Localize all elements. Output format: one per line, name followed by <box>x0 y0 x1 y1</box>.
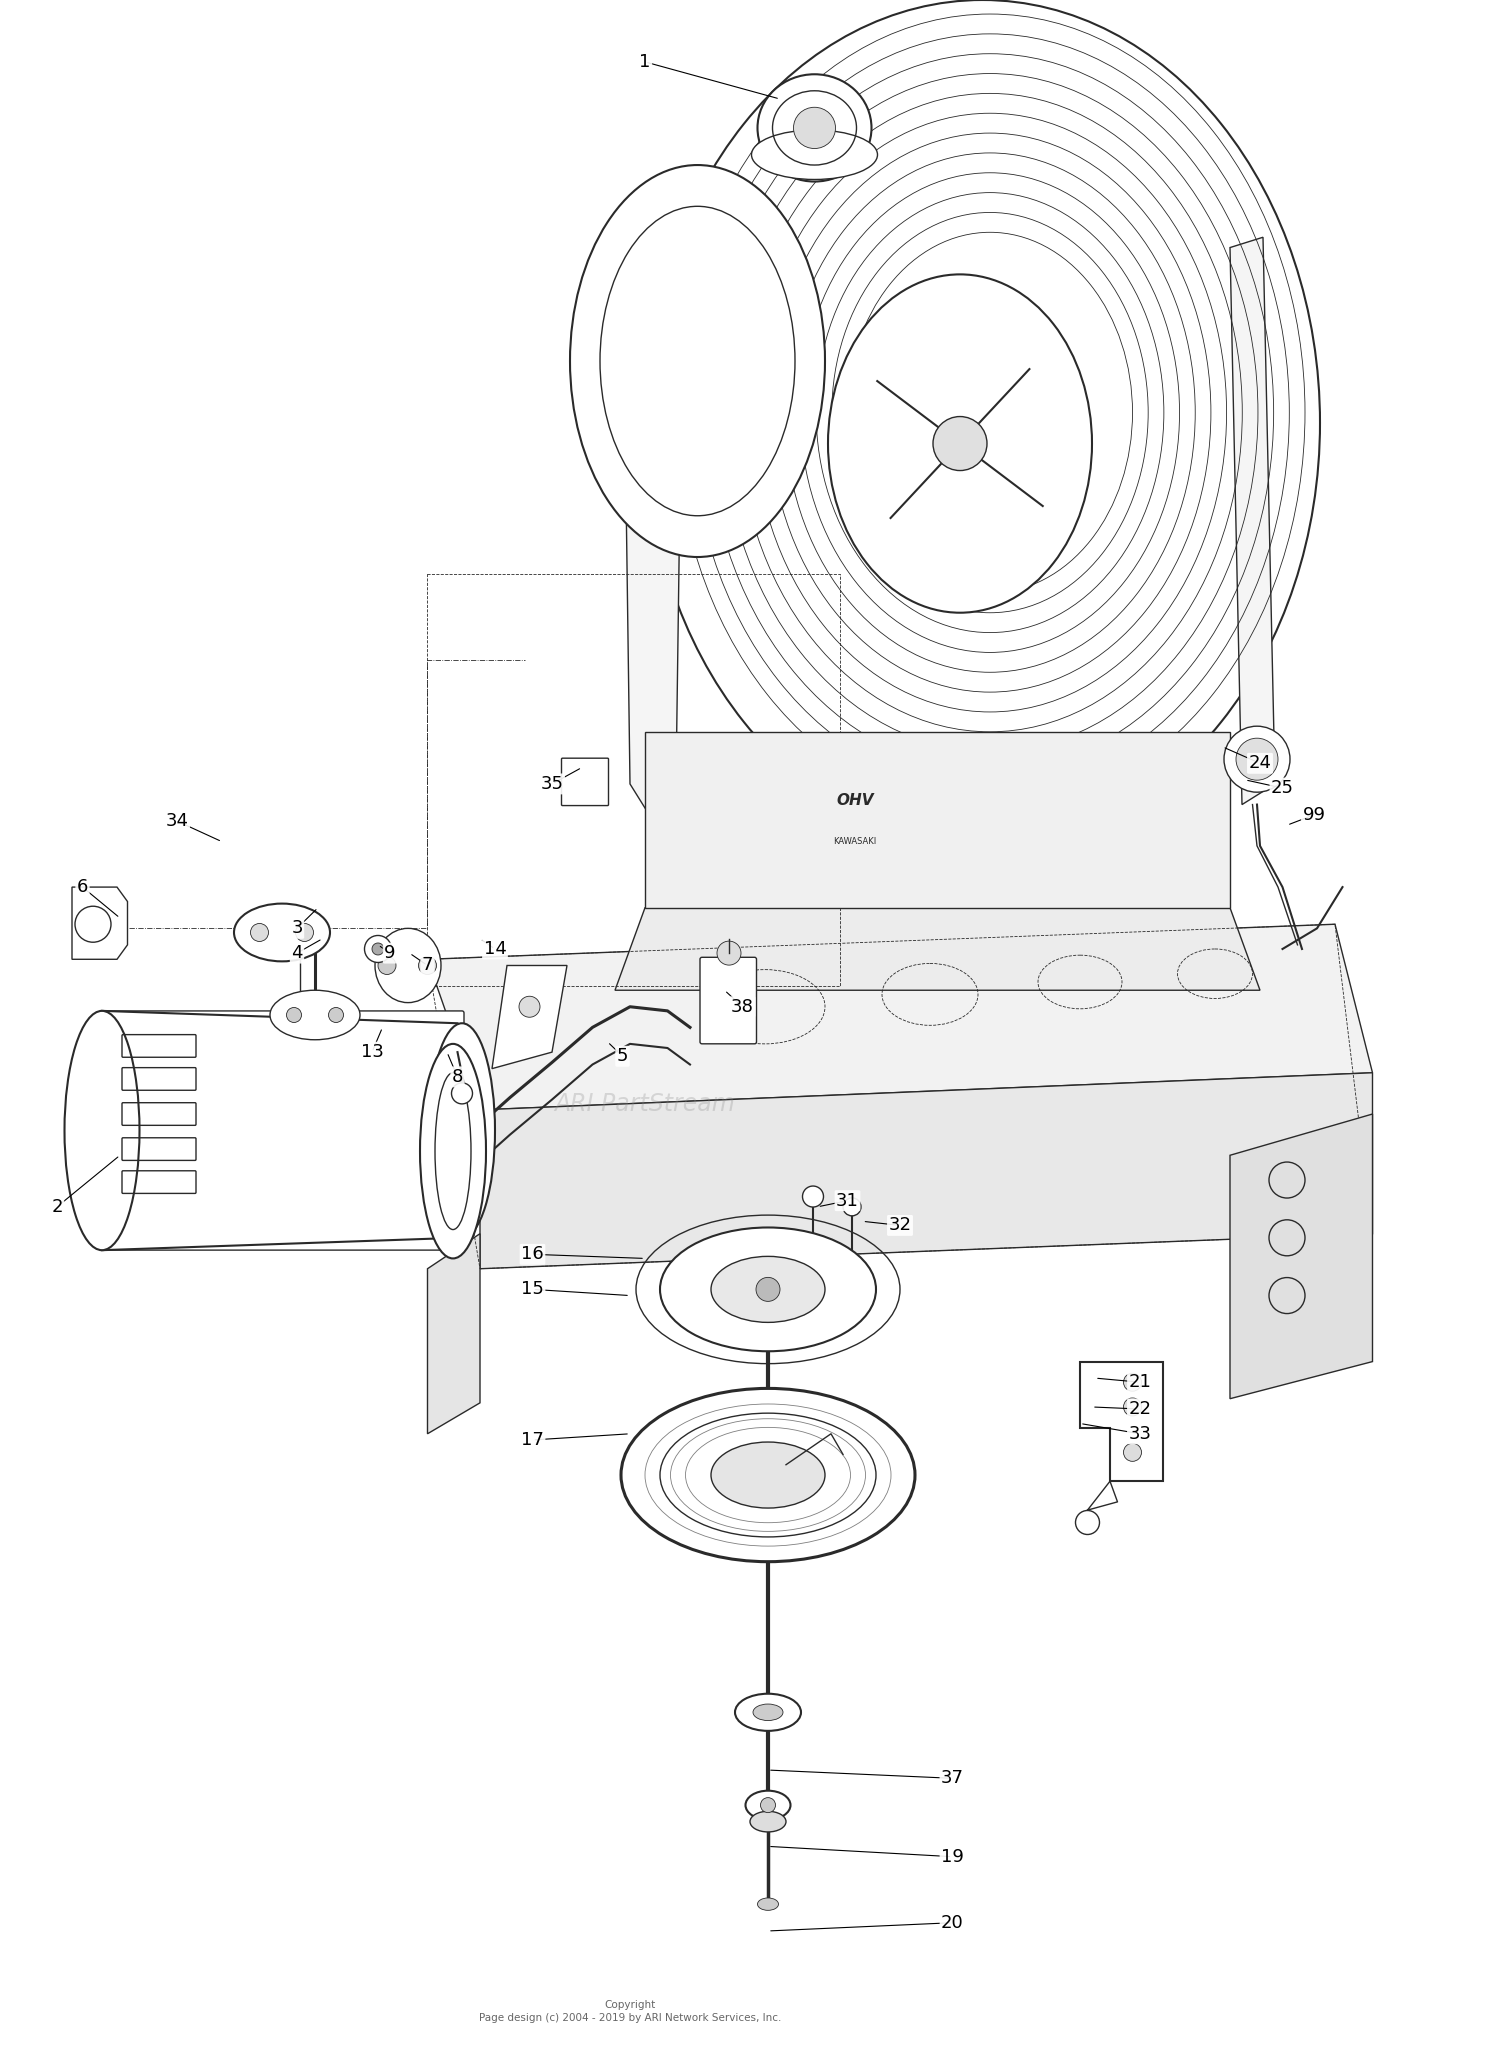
Text: ARI PartStream: ARI PartStream <box>555 1091 735 1116</box>
Text: OHV: OHV <box>836 792 873 809</box>
Ellipse shape <box>660 1227 876 1351</box>
Text: 33: 33 <box>1128 1426 1152 1442</box>
Ellipse shape <box>270 990 360 1040</box>
Circle shape <box>364 935 392 963</box>
Ellipse shape <box>753 1704 783 1721</box>
Polygon shape <box>1080 1362 1162 1481</box>
Text: 1: 1 <box>639 54 651 70</box>
Text: 19: 19 <box>940 1848 964 1865</box>
Ellipse shape <box>752 130 878 179</box>
Text: 25: 25 <box>1270 780 1294 796</box>
Circle shape <box>251 924 268 941</box>
Circle shape <box>286 1007 302 1023</box>
Text: 2: 2 <box>51 1199 63 1215</box>
Text: 35: 35 <box>540 776 564 792</box>
Circle shape <box>328 1007 344 1023</box>
Circle shape <box>933 417 987 470</box>
Text: 34: 34 <box>165 813 189 829</box>
Polygon shape <box>492 965 567 1069</box>
Ellipse shape <box>234 904 330 961</box>
Polygon shape <box>615 908 1260 990</box>
Text: 20: 20 <box>940 1914 964 1931</box>
Text: 38: 38 <box>730 998 754 1015</box>
Circle shape <box>1124 1399 1142 1415</box>
Polygon shape <box>645 732 1230 908</box>
Ellipse shape <box>758 1898 778 1910</box>
Circle shape <box>1236 739 1278 780</box>
Text: 7: 7 <box>422 957 434 974</box>
Circle shape <box>519 996 540 1017</box>
Text: 4: 4 <box>291 945 303 961</box>
Polygon shape <box>480 1073 1372 1269</box>
Polygon shape <box>427 924 1373 1110</box>
Text: Copyright
Page design (c) 2004 - 2019 by ARI Network Services, Inc.: Copyright Page design (c) 2004 - 2019 by… <box>478 1999 782 2024</box>
Ellipse shape <box>711 1442 825 1508</box>
Circle shape <box>756 1277 780 1302</box>
Ellipse shape <box>375 928 441 1003</box>
Text: 3: 3 <box>291 920 303 937</box>
Text: 99: 99 <box>1302 807 1326 823</box>
Ellipse shape <box>750 1811 786 1832</box>
Text: 32: 32 <box>888 1217 912 1234</box>
Text: 9: 9 <box>384 945 396 961</box>
Polygon shape <box>1230 1114 1372 1399</box>
FancyBboxPatch shape <box>700 957 756 1044</box>
Circle shape <box>1224 726 1290 792</box>
Ellipse shape <box>711 1256 825 1322</box>
Text: 15: 15 <box>520 1281 544 1298</box>
Text: 14: 14 <box>483 941 507 957</box>
Circle shape <box>843 1199 861 1215</box>
Text: 17: 17 <box>520 1432 544 1448</box>
Ellipse shape <box>828 274 1092 613</box>
Ellipse shape <box>794 107 836 149</box>
Ellipse shape <box>429 1023 495 1238</box>
Circle shape <box>760 1797 776 1813</box>
Text: 5: 5 <box>616 1048 628 1065</box>
Polygon shape <box>427 1234 480 1434</box>
Circle shape <box>372 943 384 955</box>
Text: 37: 37 <box>940 1770 964 1787</box>
Circle shape <box>1124 1444 1142 1461</box>
Text: 6: 6 <box>76 879 88 895</box>
Polygon shape <box>622 237 682 856</box>
Text: 31: 31 <box>836 1192 860 1209</box>
Polygon shape <box>1230 237 1275 805</box>
Text: 8: 8 <box>452 1069 464 1085</box>
Circle shape <box>296 924 314 941</box>
Ellipse shape <box>746 1791 790 1820</box>
Circle shape <box>1124 1374 1142 1390</box>
Ellipse shape <box>621 1388 915 1562</box>
Ellipse shape <box>420 1044 486 1258</box>
FancyBboxPatch shape <box>561 759 609 805</box>
FancyBboxPatch shape <box>100 1011 464 1250</box>
Text: KAWASAKI: KAWASAKI <box>834 838 876 846</box>
Text: 13: 13 <box>360 1044 384 1060</box>
Text: 24: 24 <box>1248 755 1272 772</box>
Circle shape <box>378 957 396 974</box>
Ellipse shape <box>64 1011 140 1250</box>
Text: 16: 16 <box>520 1246 544 1263</box>
Text: 22: 22 <box>1128 1401 1152 1417</box>
Ellipse shape <box>645 0 1320 846</box>
Ellipse shape <box>570 165 825 557</box>
Ellipse shape <box>735 1694 801 1731</box>
Ellipse shape <box>758 74 871 182</box>
Polygon shape <box>72 887 128 959</box>
Circle shape <box>419 957 436 974</box>
Circle shape <box>717 941 741 965</box>
Circle shape <box>452 1083 472 1104</box>
Text: 21: 21 <box>1128 1374 1152 1390</box>
Circle shape <box>802 1186 824 1207</box>
